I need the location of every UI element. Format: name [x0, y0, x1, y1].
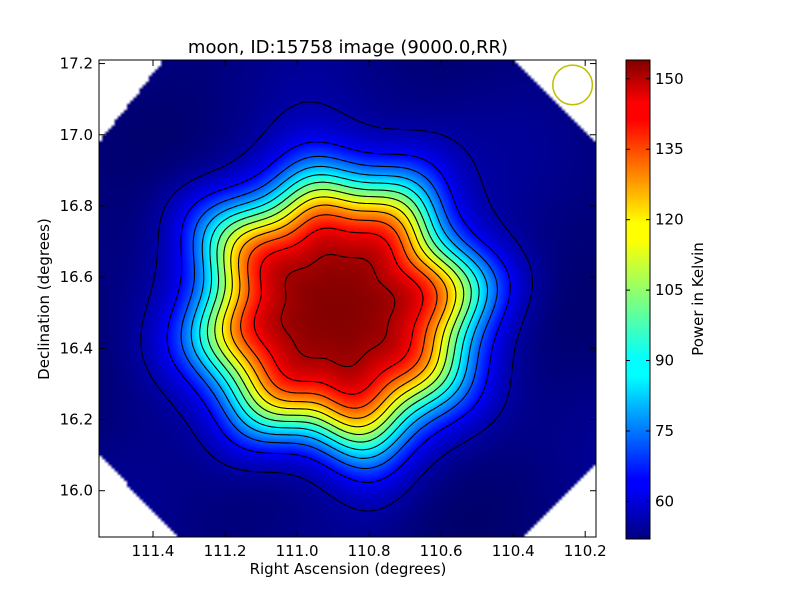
- x-tick-label: 110.2: [564, 542, 607, 560]
- x-tick-label: 110.8: [348, 542, 391, 560]
- x-tick-label: 111.0: [276, 542, 319, 560]
- x-tick-label: 111.2: [204, 542, 247, 560]
- contour-lines: [140, 101, 534, 512]
- y-axis: 16.0 16.2 16.4 16.6 16.8 17.0 17.2: [60, 55, 596, 500]
- y-tick-label: 17.2: [60, 55, 93, 73]
- colorbar-tick-label: 105: [655, 281, 684, 299]
- contour-line: [166, 141, 511, 483]
- contour-line: [190, 165, 489, 459]
- contour-line: [240, 214, 438, 409]
- contour-line: [199, 174, 480, 451]
- x-tick-label: 110.6: [420, 542, 463, 560]
- colorbar-tick-label: 75: [655, 422, 674, 440]
- chart-title: moon, ID:15758 image (9000.0,RR): [188, 37, 508, 58]
- colorbar-tick-label: 90: [655, 352, 674, 370]
- colorbar-label: Power in Kelvin: [689, 242, 707, 356]
- contour-line: [253, 227, 424, 395]
- plot-frame: [98, 59, 597, 538]
- contour-line: [180, 155, 498, 470]
- x-tick-label: 111.4: [132, 542, 175, 560]
- colorbar-tick-label: 60: [655, 492, 674, 510]
- plot-area: 111.4 111.2 111.0 110.8 110.6 110.4 110.2 16.0…: [60, 55, 607, 560]
- x-tick-label: 110.4: [492, 542, 535, 560]
- colorbar: 60 75 90 105 120 135 150: [625, 59, 684, 540]
- x-axis-label: Right Ascension (degrees): [250, 560, 447, 578]
- contour-line: [280, 253, 396, 368]
- heatmap-image: [99, 60, 596, 537]
- y-tick-label: 16.8: [60, 197, 93, 215]
- y-tick-label: 16.4: [60, 339, 93, 357]
- contour-line: [140, 101, 534, 512]
- colorbar-ticks: 60 75 90 105 120 135 150: [626, 70, 684, 510]
- y-tick-label: 17.0: [60, 126, 93, 144]
- beam-circle: [552, 64, 594, 106]
- y-tick-label: 16.2: [60, 411, 93, 429]
- colorbar-tick-label: 150: [655, 70, 684, 88]
- colorbar-tick-label: 135: [655, 140, 684, 158]
- colorbar-tick-label: 120: [655, 211, 684, 229]
- contour-line: [206, 181, 472, 443]
- contour-line: [230, 204, 448, 419]
- y-tick-label: 16.0: [60, 482, 93, 500]
- y-tick-label: 16.6: [60, 268, 93, 286]
- colorbar-gradient: [625, 59, 651, 540]
- contour-line: [214, 188, 465, 436]
- y-axis-label: Declination (degrees): [35, 218, 53, 380]
- contour-line: [221, 196, 457, 428]
- x-axis: 111.4 111.2 111.0 110.8 110.6 110.4 110.2: [132, 60, 607, 560]
